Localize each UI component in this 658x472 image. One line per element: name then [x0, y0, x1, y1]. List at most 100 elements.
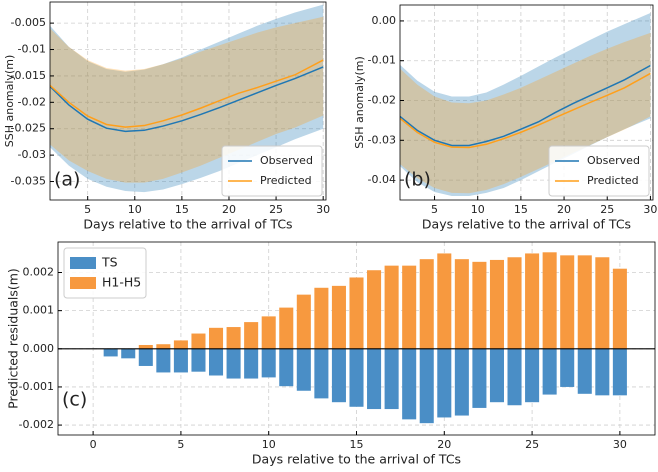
bar: [138, 348, 153, 366]
y-tick-label: -0.02: [18, 95, 46, 108]
x-tick-label: 10: [128, 203, 142, 216]
bar: [191, 348, 206, 372]
bar: [402, 348, 417, 420]
bar: [454, 259, 469, 349]
bar: [296, 294, 311, 349]
bar: [612, 348, 627, 396]
bar: [209, 327, 224, 349]
bar: [595, 348, 610, 396]
legend-label: H1-H5: [102, 275, 141, 290]
x-tick-label: 15: [175, 203, 189, 216]
y-tick-label: -0.005: [11, 16, 46, 29]
y-tick-label: -0.04: [368, 173, 396, 186]
panel: -0.005 -0.01 -0.015 -0.02 -0.025 -0.03 -0.035 5…: [3, 1, 330, 232]
x-tick-label: 30: [316, 203, 330, 216]
bar: [542, 348, 557, 395]
x-tick-label: 25: [269, 203, 283, 216]
bar: [560, 348, 575, 387]
panel-label: (a): [54, 169, 80, 191]
y-axis-label: Predicted residuals(m): [6, 268, 21, 409]
legend-swatch: [70, 257, 96, 269]
mean-line: [50, 66, 324, 133]
y-tick-label: 0.00: [372, 14, 397, 27]
x-tick-label: 15: [514, 203, 528, 216]
y-tick-label: -0.03: [368, 133, 396, 146]
bar: [525, 348, 540, 403]
bar: [560, 255, 575, 349]
bar: [296, 348, 311, 391]
y-tick-label: -0.035: [11, 175, 46, 188]
x-tick-label: 5: [84, 203, 91, 216]
x-tick-label: 10: [262, 438, 276, 451]
bar: [173, 340, 188, 349]
y-tick-label: -0.01: [368, 54, 396, 67]
bar: [331, 285, 346, 349]
bar: [612, 268, 627, 349]
y-axis-label: SSH anomaly(m): [353, 56, 366, 149]
bar: [314, 287, 329, 349]
bar: [103, 348, 118, 357]
bar: [261, 348, 276, 378]
plot-area: [58, 242, 655, 435]
mean-line: [50, 59, 324, 128]
bar: [472, 348, 487, 408]
y-tick-label: -0.015: [11, 69, 46, 82]
panel: 0.002 0.001 0.000 -0.001 -0.002 0 5 10 15 20 25 30 D…: [6, 241, 656, 467]
bar: [507, 257, 522, 349]
bar: [191, 333, 206, 349]
bar: [349, 348, 364, 407]
legend-box: [221, 145, 323, 197]
bar: [244, 348, 259, 379]
bar: [367, 348, 382, 410]
uncertainty-band: [50, 4, 324, 193]
bar: [367, 270, 382, 349]
bar: [244, 322, 259, 349]
uncertainty-band: [400, 32, 651, 194]
x-tick-label: 30: [643, 203, 657, 216]
legend-label: Predicted: [587, 174, 639, 187]
bar: [437, 348, 452, 418]
x-axis-label: Days relative to the arrival of TCs: [252, 452, 461, 467]
bar: [384, 265, 399, 349]
y-tick-label: -0.02: [368, 94, 396, 107]
axes-frame: [399, 4, 654, 201]
y-tick-label: 0.000: [23, 342, 55, 355]
bar: [384, 348, 399, 410]
bar: [156, 348, 171, 373]
bar: [595, 257, 610, 349]
x-tick-label: 25: [525, 438, 539, 451]
x-tick-label: 25: [600, 203, 614, 216]
x-tick-label: 10: [471, 203, 485, 216]
bar: [279, 307, 294, 349]
axes-frame: [49, 1, 327, 201]
bar: [419, 259, 434, 349]
y-tick-label: -0.001: [19, 380, 54, 393]
panel: 0.00 -0.01 -0.02 -0.03 -0.04 5 10 15 20 25 30 Days …: [353, 4, 657, 232]
bar: [261, 316, 276, 349]
x-tick-label: 20: [222, 203, 236, 216]
x-tick-label: 20: [557, 203, 571, 216]
plot-area: [50, 2, 326, 200]
x-axis-label: Days relative to the arrival of TCs: [83, 217, 292, 232]
y-tick-label: 0.002: [23, 266, 55, 279]
bar: [209, 348, 224, 376]
mean-line: [400, 64, 651, 147]
bar: [156, 344, 171, 349]
bar: [121, 348, 136, 359]
bar: [419, 348, 434, 424]
legend-label: Observed: [260, 154, 313, 167]
y-axis-label: SSH anomaly(m): [3, 55, 16, 148]
bar: [349, 277, 364, 349]
bar: [314, 348, 329, 399]
bar: [507, 348, 522, 406]
x-tick-label: 15: [350, 438, 364, 451]
bar: [542, 252, 557, 349]
legend: TS H1-H5: [63, 247, 147, 299]
legend-box: [548, 145, 650, 197]
mean-line: [400, 72, 651, 149]
bar: [437, 253, 452, 349]
y-tick-label: -0.01: [18, 43, 46, 56]
y-tick-label: -0.03: [18, 148, 46, 161]
x-tick-label: 30: [613, 438, 627, 451]
